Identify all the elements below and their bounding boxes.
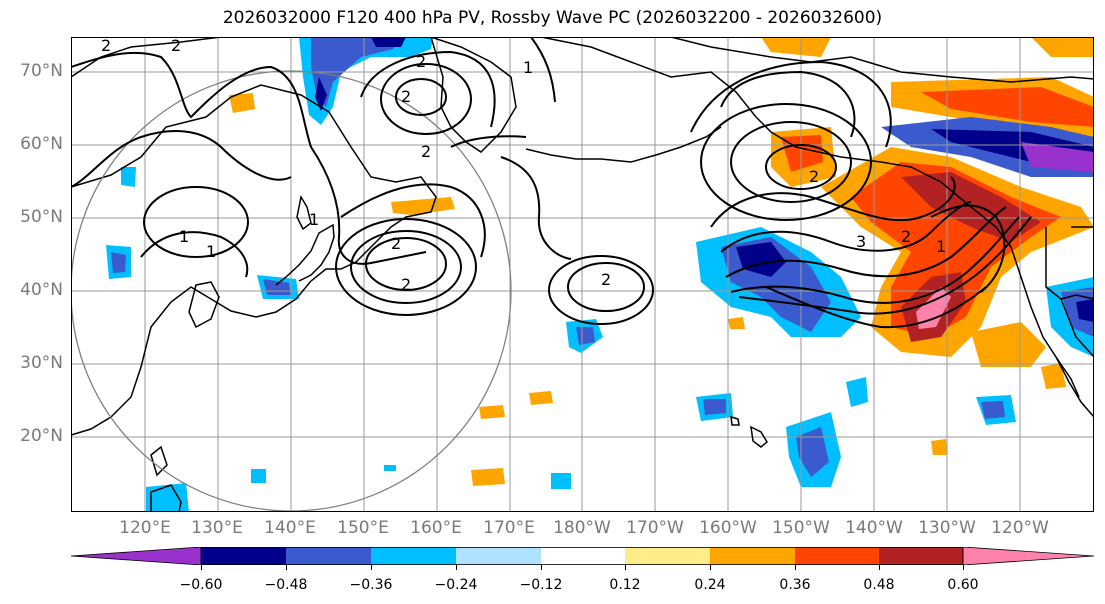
contour-label: 2 xyxy=(421,142,431,161)
lon-label-120e: 120°E xyxy=(119,518,171,538)
contour-label: 1 xyxy=(936,237,946,256)
lon-label-150w: 150°W xyxy=(772,518,830,538)
map-panel: 2 2 2 2 2 2 1 1 1 1 2 2 2 3 2 1 xyxy=(71,37,1094,512)
lat-label-20n: 20°N xyxy=(20,426,63,446)
contour-labels: 2 2 2 2 2 2 1 1 1 1 2 2 2 3 2 1 xyxy=(101,37,946,294)
lon-label-140e: 140°E xyxy=(264,518,316,538)
contour-label: 1 xyxy=(179,227,189,246)
lon-label-160e: 160°E xyxy=(410,518,462,538)
colorbar-bin xyxy=(286,547,371,565)
colorbar-tick-label: 0.36 xyxy=(779,577,811,593)
colorbar-tick-label: −0.48 xyxy=(264,577,308,593)
colorbar-tick-label: 0.48 xyxy=(863,577,895,593)
lat-label-60n: 60°N xyxy=(20,134,63,154)
lon-label-120w: 120°W xyxy=(991,518,1049,538)
contour-label: 2 xyxy=(601,270,611,289)
colorbar-tick-label: 0.12 xyxy=(609,577,641,593)
colorbar-tick-label: −0.12 xyxy=(519,577,563,593)
colorbar-bin xyxy=(541,547,625,565)
lat-label-30n: 30°N xyxy=(20,353,63,373)
lon-label-160w: 160°W xyxy=(699,518,757,538)
contour-label: 3 xyxy=(856,232,866,251)
contour-label: 2 xyxy=(401,275,411,294)
contour-label: 2 xyxy=(809,167,819,186)
colorbar-bin xyxy=(795,547,879,565)
colorbar-bin xyxy=(201,547,286,565)
lon-label-170e: 170°E xyxy=(483,518,535,538)
map-title: 2026032000 F120 400 hPa PV, Rossby Wave … xyxy=(222,8,883,28)
colorbar-tick-label: −0.24 xyxy=(434,577,478,593)
coastlines xyxy=(71,37,1094,512)
coastline-asia xyxy=(71,84,437,436)
colorbar-tick-label: −0.60 xyxy=(179,577,223,593)
lon-label-180w: 180°W xyxy=(553,518,611,538)
colorbar-tick-label: −0.36 xyxy=(349,577,393,593)
coastline-alaska xyxy=(540,37,1012,248)
lat-label-40n: 40°N xyxy=(20,280,63,300)
colorbar-bin xyxy=(456,547,541,565)
coastline-north-america xyxy=(1010,246,1094,418)
contour-label: 1 xyxy=(523,58,533,77)
colorbar-tick-label: 0.60 xyxy=(947,577,979,593)
contour-label: 2 xyxy=(171,37,181,55)
lat-label-70n: 70°N xyxy=(20,61,63,81)
colorbar-tick-label: 0.24 xyxy=(694,577,726,593)
contour-label: 2 xyxy=(901,227,911,246)
lon-label-170w: 170°W xyxy=(626,518,684,538)
lon-label-130w: 130°W xyxy=(918,518,976,538)
rossby-wave-pc-contours xyxy=(71,37,1032,329)
colorbar-extend-high xyxy=(962,547,1094,565)
contour-label: 2 xyxy=(391,234,401,253)
colorbar-bin xyxy=(879,547,963,565)
lon-label-150e: 150°E xyxy=(337,518,389,538)
colorbar-bin xyxy=(625,547,710,565)
contour-label: 2 xyxy=(401,87,411,106)
contour-label: 1 xyxy=(206,242,216,261)
contour-low-japan xyxy=(365,237,447,291)
lon-label-140w: 140°W xyxy=(845,518,903,538)
lon-label-130e: 130°E xyxy=(191,518,243,538)
contour-label: 2 xyxy=(101,37,111,55)
colorbar-bin xyxy=(710,547,795,565)
colorbar xyxy=(71,547,1094,565)
contour-label: 1 xyxy=(309,210,319,229)
contour-high-alaska xyxy=(765,144,837,190)
lat-label-50n: 50°N xyxy=(20,207,63,227)
contour-label: 2 xyxy=(416,52,426,71)
colorbar-extend-low xyxy=(71,547,202,565)
pv-map: 2 2 2 2 2 2 1 1 1 1 2 2 2 3 2 1 xyxy=(71,37,1094,512)
colorbar-bin xyxy=(371,547,456,565)
